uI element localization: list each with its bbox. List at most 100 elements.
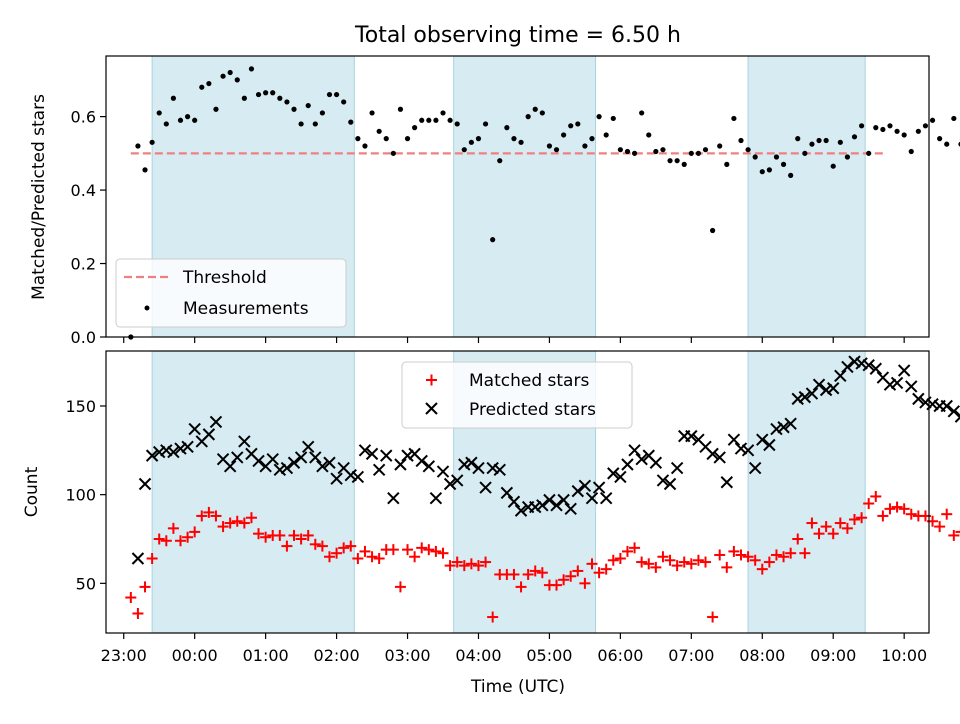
measurement-point [901, 132, 907, 138]
measurement-point [319, 110, 325, 116]
matched-star-point [785, 547, 797, 559]
matched-star-point [167, 522, 179, 534]
measurement-point [412, 125, 418, 131]
measurement-point [780, 161, 787, 167]
predicted-star-point [493, 463, 506, 477]
predicted-star-point [344, 468, 357, 482]
predicted-star-point [912, 392, 925, 406]
measurement-point [234, 77, 240, 83]
matched-star-point [884, 503, 896, 515]
matched-star-point [281, 540, 293, 552]
matched-star-point [373, 553, 385, 565]
predicted-star-point [798, 390, 812, 404]
ratio-plot-frame [105, 55, 930, 338]
predicted-star-point [309, 451, 322, 464]
measurement-point [468, 139, 474, 145]
predicted-star-point [160, 444, 173, 457]
counts-y-axis: 50 100 150 [65, 397, 106, 593]
matched-star-point [423, 544, 435, 556]
measurement-point [844, 154, 851, 160]
measurement-point [837, 139, 843, 145]
matched-star-point [813, 528, 825, 540]
measurement-point [156, 110, 162, 116]
y-tick-label: 0.0 [71, 328, 96, 347]
measurement-point [192, 117, 198, 123]
measurement-point [241, 95, 247, 101]
measurement-point [511, 136, 517, 142]
counts-legend: Matched stars Predicted stars [401, 361, 633, 429]
threshold-legend-label: Threshold [182, 268, 267, 288]
predicted-star-point [529, 500, 542, 514]
predicted-star-point [599, 492, 613, 505]
matched-star-point [579, 577, 591, 589]
predicted-star-point [834, 369, 847, 383]
predicted-star-point [862, 358, 875, 372]
predicted-star-point [855, 357, 868, 370]
matched-star-point [657, 551, 669, 563]
predicted-star-point [536, 499, 549, 512]
y-tick-label: 0.6 [71, 108, 96, 127]
predicted-star-point [458, 458, 471, 471]
matched-star-point [664, 554, 676, 566]
measurement-point [603, 132, 609, 138]
matched-star-point [174, 535, 186, 547]
matched-star-point [487, 611, 499, 623]
measurement-point [731, 115, 737, 122]
legend-frame [115, 258, 347, 328]
ratio-x-ticks [123, 337, 905, 343]
matched-star-point [515, 581, 527, 593]
matched-star-point [359, 545, 371, 557]
x-tick-label: 09:00 [810, 646, 856, 665]
predicted-star-point [940, 399, 953, 413]
predicted-star-point [621, 458, 634, 471]
matched-star-point [586, 558, 598, 570]
predicted-star-point [770, 422, 783, 436]
measurement-point [944, 141, 950, 147]
measurement-point [681, 161, 687, 167]
predicted-star-point [387, 492, 400, 505]
matched-star-point [820, 521, 832, 533]
predicted-star-point [301, 440, 315, 453]
predicted-star-point [394, 458, 407, 471]
measurement-point [724, 161, 730, 167]
measurement-point [291, 106, 297, 112]
ratio-series [128, 66, 960, 340]
matched-star-point [629, 542, 641, 554]
matched-star-point [749, 554, 761, 566]
predicted-star-point [479, 481, 492, 494]
predicted-star-point [181, 440, 194, 453]
measurement-point [639, 110, 645, 116]
measurement-point [624, 148, 631, 155]
measurement-point [887, 123, 893, 129]
predicted-star-point [429, 492, 443, 505]
matched-legend-swatch [426, 374, 437, 386]
predicted-star-point [188, 422, 201, 436]
matched-star-point [763, 556, 775, 568]
measurement-point [461, 147, 467, 153]
matched-star-point [146, 553, 158, 565]
matched-star-point [253, 528, 265, 540]
predicted-star-point [273, 463, 287, 477]
matched-star-point [650, 561, 662, 573]
measurement-point [589, 136, 595, 142]
predicted-star-point [138, 477, 152, 491]
measurement-point [454, 121, 460, 127]
matched-star-point [323, 551, 335, 563]
measurement-point [617, 147, 623, 153]
observing-window [453, 56, 596, 337]
measurement-point [717, 143, 723, 149]
x-tick-label: 05:00 [526, 646, 572, 665]
predicted-star-point [365, 447, 379, 461]
predicted-star-point [827, 382, 840, 395]
matched-star-point [877, 510, 889, 522]
matched-star-point [260, 531, 272, 543]
matched-star-point [827, 528, 839, 540]
predicted-star-point [805, 387, 819, 400]
matched-star-point [898, 503, 910, 515]
predicted-star-point [784, 417, 797, 430]
matched-star-point [394, 581, 406, 593]
predicted-star-point [223, 460, 237, 473]
matched-star-point [593, 567, 605, 579]
predicted-star-point [450, 474, 464, 487]
